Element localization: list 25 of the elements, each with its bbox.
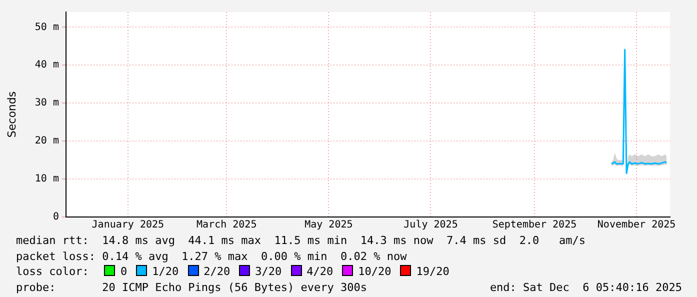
x-tick-label: September 2025 xyxy=(492,220,577,231)
x-tick-label: January 2025 xyxy=(92,220,164,231)
y-tick-label: 0 xyxy=(52,212,59,223)
legend-label: 19/20 xyxy=(416,265,450,278)
legend-title: loss color: xyxy=(16,265,89,278)
y-tick-label: 50 m xyxy=(34,22,59,33)
legend-label: 0 xyxy=(120,265,128,278)
x-tick-label: May 2025 xyxy=(304,220,353,231)
y-axis-title: Seconds xyxy=(5,91,18,138)
y-tick-label: 30 m xyxy=(34,98,59,109)
legend-label: 3/20 xyxy=(255,265,282,278)
x-tick-label: July 2025 xyxy=(404,220,458,231)
x-tick-label: November 2025 xyxy=(597,220,676,231)
legend-label: 1/20 xyxy=(152,265,179,278)
legend-label: 4/20 xyxy=(306,265,334,278)
legend-label: 2/20 xyxy=(204,265,230,278)
text: probe: 20 ICMP Echo Pings (56 Bytes) every 300s xyxy=(16,280,367,295)
text: packet loss: 0.14 % avg 1.27 % max 0.00 % min 0.02 % now xyxy=(16,248,408,264)
y-tick-label: 20 m xyxy=(34,136,59,147)
y-tick-label: 10 m xyxy=(34,174,59,185)
text: median rtt: 14.8 ms avg 44.1 ms max 11.5 ms min 14.3 ms now 7.4 ms sd 2.0 am/s xyxy=(16,233,587,248)
legend-label: 10/20 xyxy=(358,265,392,278)
x-tick-label: March 2025 xyxy=(196,220,257,231)
y-tick-label: 40 m xyxy=(34,60,59,71)
text: end: Sat Dec 6 05:40:16 2025 xyxy=(490,280,682,295)
